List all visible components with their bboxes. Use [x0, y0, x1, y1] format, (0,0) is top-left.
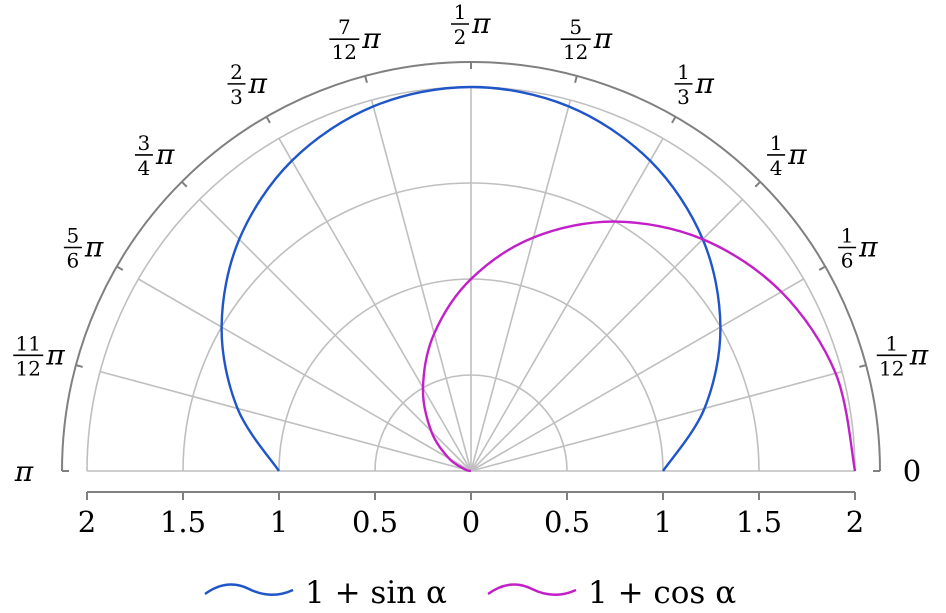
radial-tick-label: 1 — [270, 505, 288, 539]
legend-item: 1 + sin α — [204, 575, 447, 611]
pi-symbol: π — [787, 138, 807, 171]
angular-tick-label: π — [14, 455, 34, 488]
legend-item: 1 + cos α — [487, 575, 736, 611]
angular-tick — [364, 75, 368, 83]
angular-tick-label: 16 π — [838, 224, 878, 273]
angle-label-denominator: 3 — [677, 85, 690, 109]
angular-tick-label: 56 π — [63, 224, 104, 273]
grid-spoke — [470, 198, 744, 472]
angular-tick — [859, 364, 867, 368]
angular-tick-label: 34 π — [134, 131, 175, 180]
angular-tick-label: 112 π — [876, 331, 929, 380]
angular-tick — [818, 265, 826, 271]
angular-tick-label: 14 π — [767, 131, 807, 180]
radial-tick-label: 1.5 — [736, 505, 782, 539]
angle-label-numerator: 2 — [230, 60, 243, 84]
pi-symbol: π — [361, 22, 381, 55]
angle-label-denominator: 12 — [332, 40, 357, 64]
angle-label-denominator: 4 — [770, 156, 783, 180]
angular-tick-label: 12 π — [451, 0, 491, 49]
legend-label: 1 + sin α — [305, 575, 447, 611]
radial-tick-label: 1 — [654, 505, 672, 539]
angular-tick — [754, 181, 761, 188]
grid-spoke — [198, 198, 472, 472]
angular-tick — [181, 181, 188, 188]
radial-tick-label: 0 — [462, 505, 480, 539]
radial-tick-label: 2 — [846, 505, 864, 539]
angular-tick — [265, 116, 271, 124]
angular-tick — [671, 116, 677, 124]
radial-tick-label: 2 — [78, 505, 96, 539]
angle-label-numerator: 11 — [16, 331, 41, 355]
angle-label-numerator: 1 — [885, 331, 898, 355]
angle-label-text: 0 — [903, 454, 921, 488]
series-layer — [220, 85, 857, 473]
angular-tick — [116, 265, 124, 271]
grid-spoke — [470, 99, 572, 472]
angle-label-text: π — [14, 455, 34, 488]
pi-symbol: π — [858, 231, 878, 264]
angle-label-denominator: 2 — [454, 25, 467, 49]
pi-symbol: π — [695, 67, 715, 100]
pi-symbol: π — [909, 338, 929, 371]
legend-label: 1 + cos α — [588, 575, 736, 611]
radial-tick-label: 0.5 — [544, 505, 590, 539]
series-line-1-plus-sin — [220, 85, 722, 472]
legend: 1 + sin α 1 + cos α — [204, 575, 736, 611]
angular-tick — [75, 364, 83, 368]
pi-symbol: π — [45, 338, 65, 371]
grid-spoke — [138, 278, 472, 472]
pi-symbol: π — [84, 231, 104, 264]
radial-tick-label: 0.5 — [352, 505, 398, 539]
angle-label-numerator: 1 — [770, 131, 783, 155]
angular-tick-label: 13 π — [674, 60, 715, 109]
angle-label-numerator: 1 — [677, 60, 690, 84]
angle-label-denominator: 4 — [138, 156, 151, 180]
angle-label-denominator: 12 — [563, 40, 588, 64]
angle-label-numerator: 5 — [67, 224, 80, 248]
pi-symbol: π — [248, 67, 268, 100]
angular-tick-label: 23 π — [227, 60, 268, 109]
grid-spoke — [278, 138, 472, 472]
legend-swatch — [204, 583, 294, 596]
angular-tick-label: 712 π — [329, 15, 381, 64]
grid-spoke — [470, 138, 664, 472]
series-line-1-plus-cos — [421, 220, 857, 473]
polar-grid — [86, 86, 856, 472]
grid-spoke — [99, 370, 472, 472]
pi-symbol: π — [155, 138, 175, 171]
angle-label-numerator: 7 — [338, 15, 351, 39]
axes — [61, 61, 881, 500]
angle-label-denominator: 12 — [16, 356, 41, 380]
pi-symbol: π — [471, 7, 491, 40]
legend-swatch — [487, 583, 577, 596]
angle-label-numerator: 1 — [841, 224, 854, 248]
grid-spoke — [470, 370, 843, 472]
angular-tick — [574, 75, 578, 83]
angle-label-denominator: 12 — [879, 356, 904, 380]
angle-label-denominator: 6 — [67, 249, 80, 273]
angle-label-numerator: 3 — [138, 131, 151, 155]
grid-spoke — [370, 99, 472, 472]
angular-tick-label: 0 — [903, 454, 921, 488]
angle-label-denominator: 3 — [230, 85, 243, 109]
grid-spoke — [470, 278, 804, 472]
angular-tick-label: 512 π — [560, 15, 613, 64]
angle-label-numerator: 5 — [569, 15, 582, 39]
angle-label-denominator: 6 — [841, 249, 854, 273]
radial-tick-label: 1.5 — [160, 505, 206, 539]
angle-label-numerator: 1 — [454, 0, 467, 24]
pi-symbol: π — [593, 22, 613, 55]
